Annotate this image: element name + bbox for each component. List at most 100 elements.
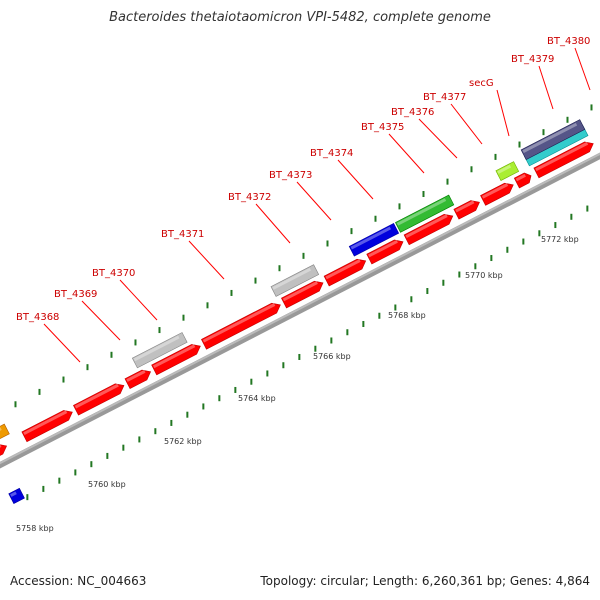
tick-mark	[350, 228, 353, 235]
cds-forward	[403, 214, 454, 246]
tick-mark	[362, 320, 365, 327]
tick-mark	[110, 351, 113, 358]
tick-mark	[422, 191, 425, 198]
tick-mark	[542, 129, 545, 136]
tick-mark	[346, 329, 349, 336]
tick-mark	[38, 388, 41, 395]
tick-mark	[250, 378, 253, 385]
gene-label: BT_4379	[511, 54, 554, 65]
scale-label: 5768 kbp	[388, 311, 426, 320]
gene-leader-line	[450, 103, 483, 145]
tick-mark	[378, 312, 381, 319]
tick-mark	[26, 494, 29, 501]
tick-mark	[494, 153, 497, 160]
tick-mark	[106, 452, 109, 459]
gene-label: BT_4371	[161, 229, 204, 240]
gene-leader-line	[81, 300, 121, 341]
tick-mark	[186, 411, 189, 418]
tick-mark	[302, 252, 305, 259]
feature-blocks	[0, 119, 594, 504]
tick-mark	[62, 376, 65, 383]
gene-label: BT_4380	[547, 36, 590, 47]
gene-label: BT_4374	[310, 148, 353, 159]
cds-forward	[281, 280, 324, 309]
tick-mark	[298, 353, 301, 360]
gene-leader-line	[418, 118, 458, 159]
gene-label: BT_4370	[92, 268, 135, 279]
gene-leader-line	[538, 65, 554, 110]
tick-mark	[590, 104, 593, 111]
tick-mark	[410, 296, 413, 303]
tick-mark	[398, 203, 401, 210]
gene-leader-line	[119, 279, 158, 321]
accession-label: Accession: NC_004663	[10, 574, 147, 588]
map-title: Bacteroides thetaiotaomicron VPI-5482, c…	[109, 10, 491, 25]
gene-label: BT_4372	[228, 192, 271, 203]
gene-label: BT_4368	[16, 312, 59, 323]
gene-leader-line	[574, 47, 591, 91]
cds-forward	[480, 182, 514, 206]
tick-mark	[74, 469, 77, 476]
tick-mark	[182, 314, 185, 321]
misc-feature-gray	[270, 264, 320, 297]
tick-mark	[538, 230, 541, 237]
tick-mark	[586, 205, 589, 212]
cds-forward	[124, 369, 152, 389]
tick-mark	[170, 419, 173, 426]
tick-mark	[278, 265, 281, 272]
misc-feature-gray	[131, 332, 188, 369]
tick-mark	[518, 141, 521, 148]
tick-mark	[506, 246, 509, 253]
tick-mark	[394, 304, 397, 311]
misc-feature-blue-lower	[8, 487, 25, 504]
tick-mark	[330, 337, 333, 344]
tick-mark	[446, 178, 449, 185]
tick-mark	[86, 364, 89, 371]
tick-mark	[230, 289, 233, 296]
scale-label: 5760 kbp	[88, 480, 126, 489]
tick-mark	[202, 403, 205, 410]
tick-mark	[570, 213, 573, 220]
tick-mark	[566, 116, 569, 123]
tick-mark	[314, 345, 317, 352]
tick-mark	[138, 436, 141, 443]
tick-mark	[522, 238, 525, 245]
scale-label: 5766 kbp	[313, 352, 351, 361]
scale-label: 5772 kbp	[541, 235, 579, 244]
scale-label: 5764 kbp	[238, 394, 276, 403]
gene-leader-line	[43, 323, 81, 363]
gene-leader-line	[255, 203, 291, 244]
gene-label: BT_4375	[361, 122, 404, 133]
misc-feature-green	[395, 194, 455, 233]
cds-forward	[201, 302, 281, 350]
tick-mark	[234, 386, 237, 393]
genome-backbone	[0, 152, 600, 469]
tick-mark	[326, 240, 329, 247]
cds-forward	[366, 239, 404, 265]
cds-forward	[453, 200, 480, 220]
scale-label: 5758 kbp	[16, 524, 54, 533]
gene-label: secG	[469, 78, 494, 89]
tick-mark	[154, 428, 157, 435]
tick-mark	[254, 277, 257, 284]
cds-forward	[73, 383, 125, 416]
tick-mark	[14, 401, 17, 408]
scale-label: 5762 kbp	[164, 437, 202, 446]
tick-mark	[442, 279, 445, 286]
cds-forward	[533, 141, 594, 179]
tick-mark	[42, 485, 45, 492]
tick-mark	[158, 327, 161, 334]
tick-mark	[206, 302, 209, 309]
tick-mark	[374, 215, 377, 222]
tick-mark	[474, 263, 477, 270]
gene-leader-line	[337, 159, 374, 200]
tick-mark	[218, 395, 221, 402]
gene-label: BT_4373	[269, 170, 312, 181]
scale-labels: 5758 kbp 5760 kbp 5762 kbp 5764 kbp 5766 kbp…	[16, 235, 579, 533]
tick-mark	[458, 271, 461, 278]
tick-mark	[490, 255, 493, 262]
gene-label: BT_4376	[391, 107, 434, 118]
tick-mark	[122, 444, 125, 451]
scale-label: 5770 kbp	[465, 271, 503, 280]
gene-leader-line	[388, 133, 425, 174]
